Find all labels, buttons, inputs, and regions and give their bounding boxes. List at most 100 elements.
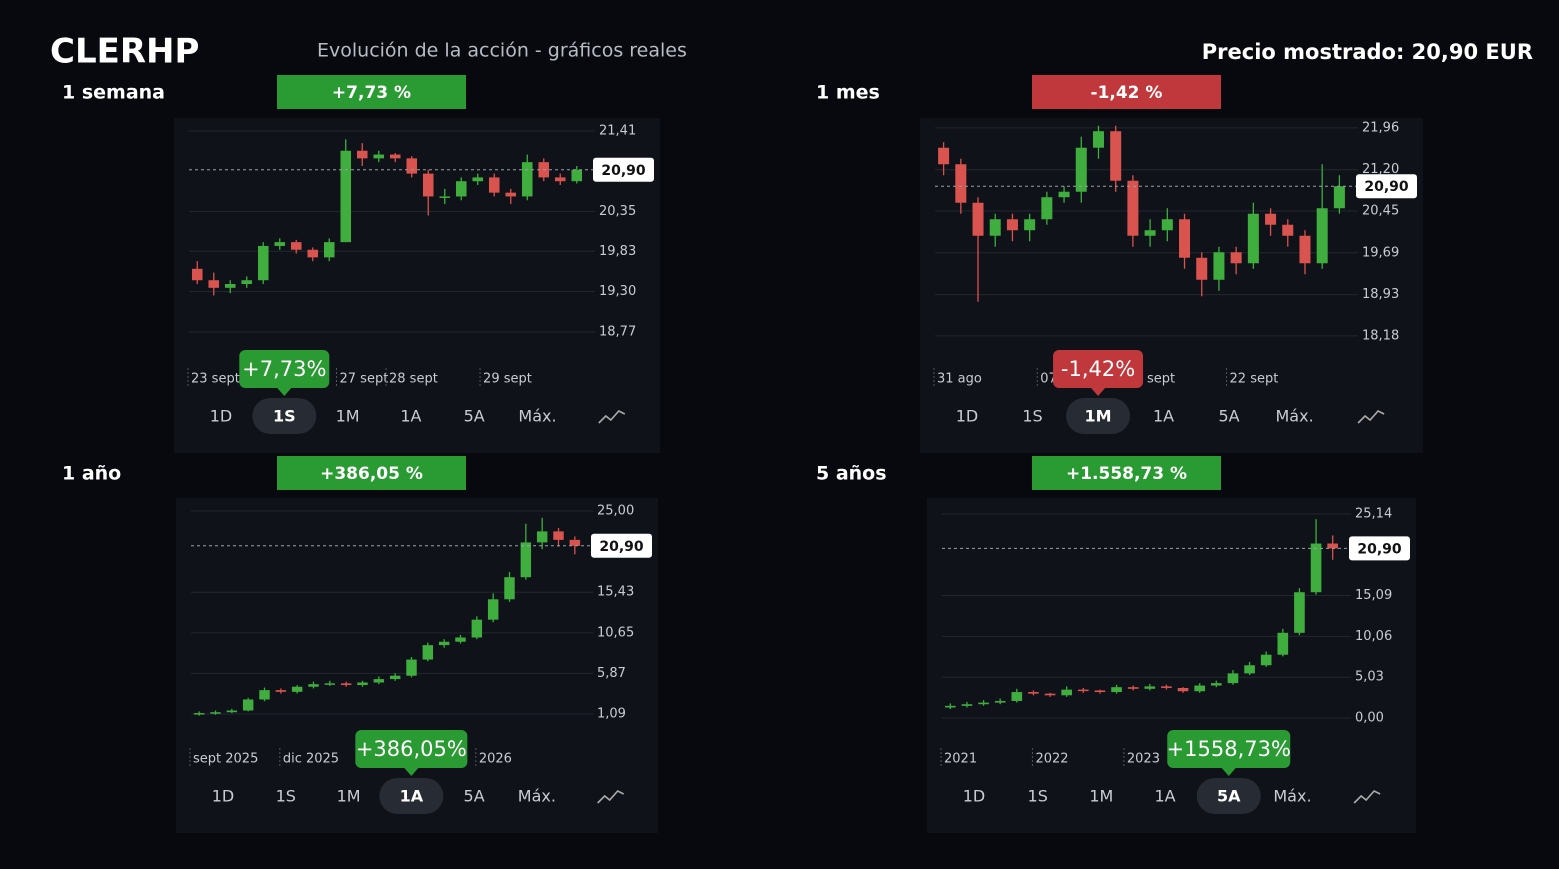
y-tick-label: 21,41 (599, 123, 636, 138)
x-tick-label: dic 2025 (283, 752, 339, 767)
candle-body (324, 683, 336, 685)
candle-body (1028, 692, 1039, 694)
y-tick-label: 10,06 (1355, 629, 1392, 644)
y-tick-label: 20,35 (599, 204, 636, 219)
candle-body (1177, 687, 1189, 692)
candle-body (1161, 686, 1172, 688)
subtitle: Evolución de la acción - gráficos reales (317, 40, 687, 62)
candle-body (340, 150, 352, 243)
y-tick-label: 18,77 (599, 325, 636, 340)
active-period-pill (379, 778, 444, 814)
period-button[interactable]: 5A (1217, 787, 1241, 806)
period-button[interactable]: Máx. (1273, 787, 1311, 806)
period-button[interactable]: 1S (276, 787, 296, 806)
y-tick-label: 0,00 (1355, 711, 1384, 726)
period-button[interactable]: 5A (464, 787, 485, 806)
x-tick-label: 27 sept (340, 372, 389, 387)
period-button[interactable]: Máx. (518, 407, 556, 426)
panel-background (920, 118, 1423, 453)
price-label: 20,90 (1357, 541, 1402, 557)
chart-style-icon[interactable] (1357, 410, 1385, 424)
period-button[interactable]: 1A (400, 787, 424, 806)
candle-body (307, 249, 319, 258)
change-bar (277, 75, 466, 109)
panel-background (927, 498, 1416, 833)
candle-body (944, 705, 956, 708)
price-label-box (591, 533, 652, 558)
y-tick-label: 21,20 (1362, 162, 1399, 177)
chart-panel: 21,41 20,35 19,83 19,30 18,77 20,90 23 sept 27 … (174, 118, 660, 453)
candle-body (487, 599, 499, 620)
y-tick-label: 5,87 (597, 666, 626, 681)
x-tick-label: 2022 (1035, 752, 1068, 767)
candle-body (422, 173, 434, 197)
period-button[interactable]: 1S (1022, 407, 1042, 426)
period-button[interactable]: 1A (400, 407, 421, 426)
candle-body (1111, 687, 1122, 693)
period-button[interactable]: 1A (1155, 787, 1176, 806)
candle-body (1244, 665, 1255, 674)
chart-panel: 25,00 15,43 10,65 5,87 1,09 20,90 sept 2025 dic… (176, 498, 658, 833)
period-button[interactable]: 1S (273, 407, 296, 426)
y-tick-label: 5,03 (1355, 670, 1384, 685)
price-label-box (1356, 174, 1417, 199)
y-tick-label: 19,69 (1362, 245, 1399, 260)
period-button[interactable]: 5A (1218, 407, 1239, 426)
candle-body (291, 686, 303, 692)
candle-body (1127, 687, 1139, 689)
y-tick-label: 10,65 (597, 625, 634, 640)
period-button[interactable]: 1A (1153, 407, 1174, 426)
period-button[interactable]: Máx. (518, 787, 556, 806)
y-tick-label: 15,43 (597, 585, 634, 600)
x-tick-label: 2026 (479, 752, 512, 767)
active-period-pill (1066, 398, 1131, 434)
candle-body (938, 147, 950, 165)
candle-body (422, 645, 434, 660)
candle-body (1227, 673, 1239, 684)
candle-body (505, 192, 517, 197)
panel-background (176, 498, 658, 833)
badge-label: +7,73% (242, 357, 326, 381)
period-button[interactable]: 1M (336, 407, 360, 426)
period-button[interactable]: 1D (210, 407, 233, 426)
period-button[interactable]: 1D (956, 407, 979, 426)
badge (239, 350, 330, 388)
period-button[interactable]: Máx. (1275, 407, 1313, 426)
period-button[interactable]: 1D (963, 787, 986, 806)
candle-body (1094, 690, 1106, 693)
chart-style-icon[interactable] (1353, 790, 1381, 804)
chart-style-icon[interactable] (598, 410, 626, 424)
candle-body (520, 542, 532, 578)
candle-body (1265, 213, 1277, 225)
badge-label: -1,42% (1061, 357, 1135, 381)
candle-body (242, 699, 254, 711)
period-button[interactable]: 1M (1089, 787, 1113, 806)
candle-body (1210, 683, 1222, 686)
x-tick-label: sept 2025 (193, 752, 258, 767)
y-tick-label: 25,14 (1355, 506, 1392, 521)
candle-body (1230, 252, 1242, 264)
period-button[interactable]: 1M (337, 787, 361, 806)
badge-pointer (1221, 768, 1236, 776)
period-button[interactable]: 5A (464, 407, 485, 426)
candle-body (389, 154, 401, 159)
candle-body (536, 531, 548, 543)
change-bar (1032, 75, 1221, 109)
candle-body (1310, 543, 1322, 593)
x-tick-label: 22 sept (1230, 372, 1279, 387)
candle-body (1299, 235, 1311, 264)
y-tick-label: 19,30 (599, 284, 636, 299)
candle-body (1061, 689, 1073, 696)
candle-body (290, 242, 302, 250)
period-button[interactable]: 1S (1028, 787, 1048, 806)
price-shown: Precio mostrado: 20,90 EUR (1202, 40, 1533, 64)
candle-body (1179, 219, 1191, 258)
y-tick-label: 21,96 (1362, 120, 1399, 135)
chart-style-icon[interactable] (597, 790, 625, 804)
badge-pointer (404, 768, 419, 776)
period-button[interactable]: 1D (212, 787, 235, 806)
period-button[interactable]: 1M (1084, 407, 1111, 426)
badge-label: +1558,73% (1167, 737, 1291, 761)
candle-body (972, 202, 984, 236)
candle-body (1294, 592, 1305, 633)
